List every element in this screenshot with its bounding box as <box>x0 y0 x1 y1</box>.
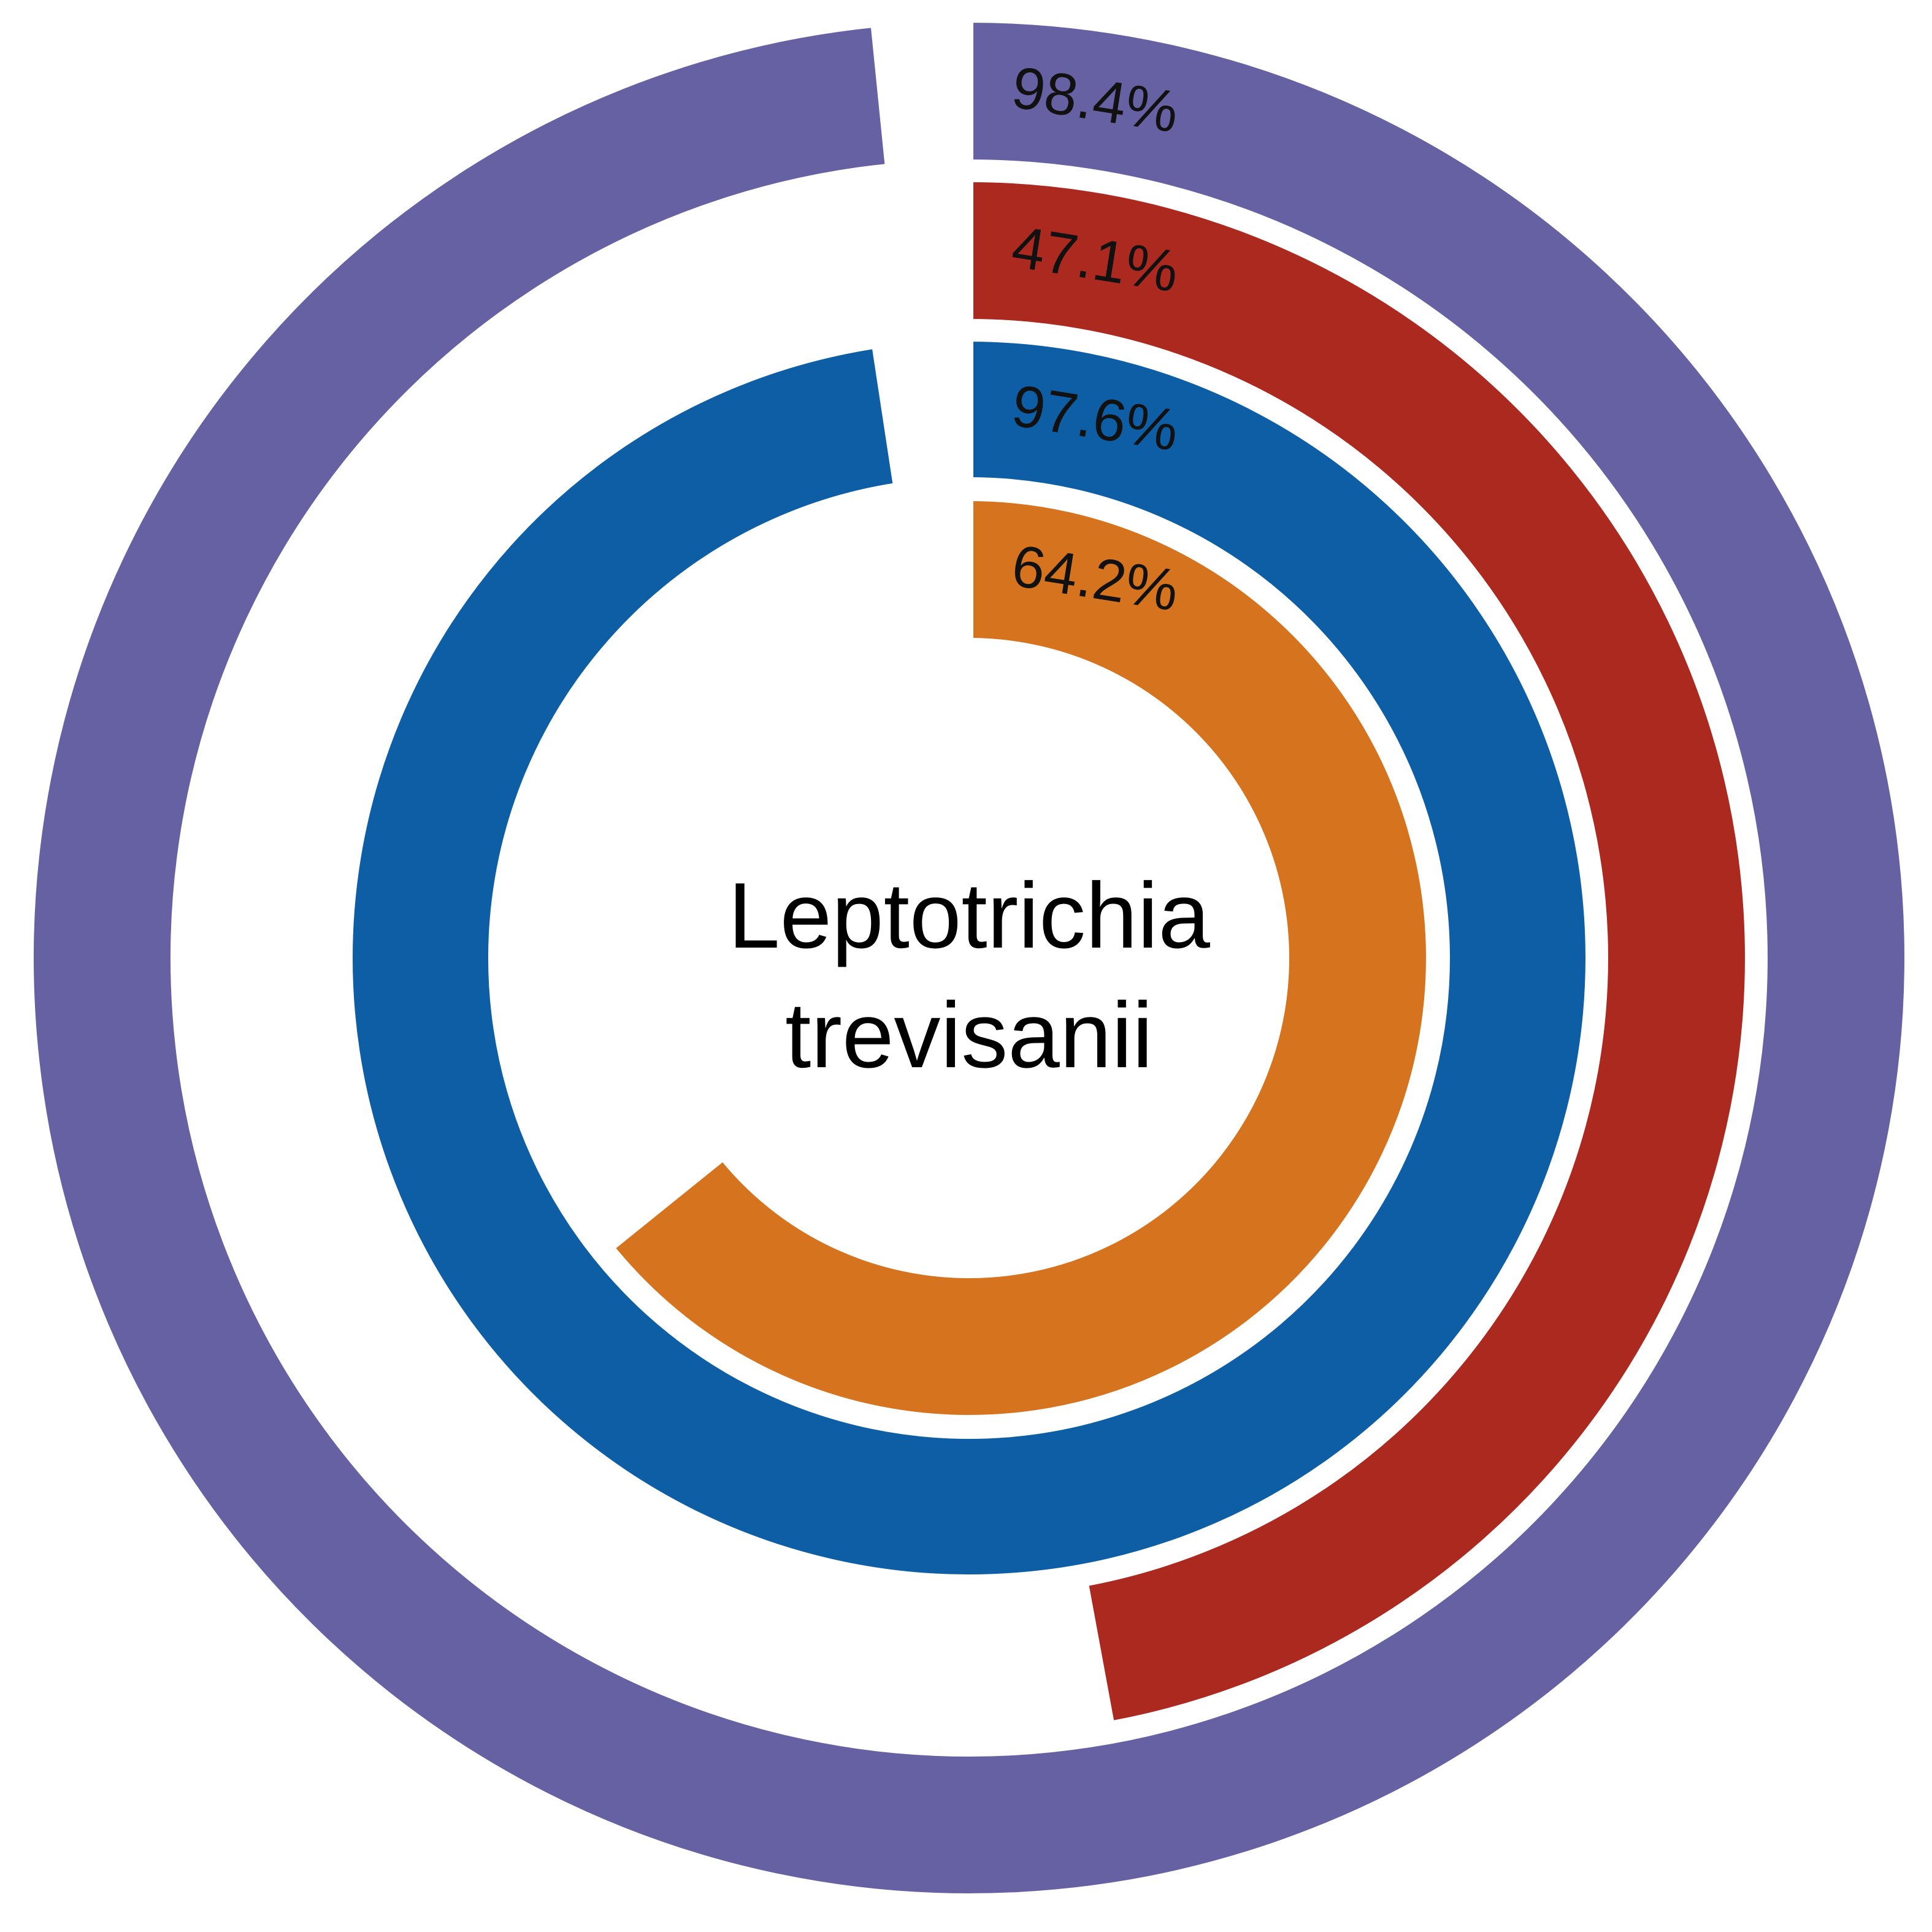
ring-arc-2 <box>965 173 1754 1731</box>
ring-arc-3 <box>344 332 1594 1583</box>
ring-arc-4 <box>604 492 1435 1424</box>
center-label-line-2: trevisanii <box>785 983 1153 1087</box>
ring-arc-1 <box>25 13 1913 1902</box>
ring-arcs <box>25 13 1913 1902</box>
center-label-line-1: Leptotrichia <box>728 864 1210 968</box>
